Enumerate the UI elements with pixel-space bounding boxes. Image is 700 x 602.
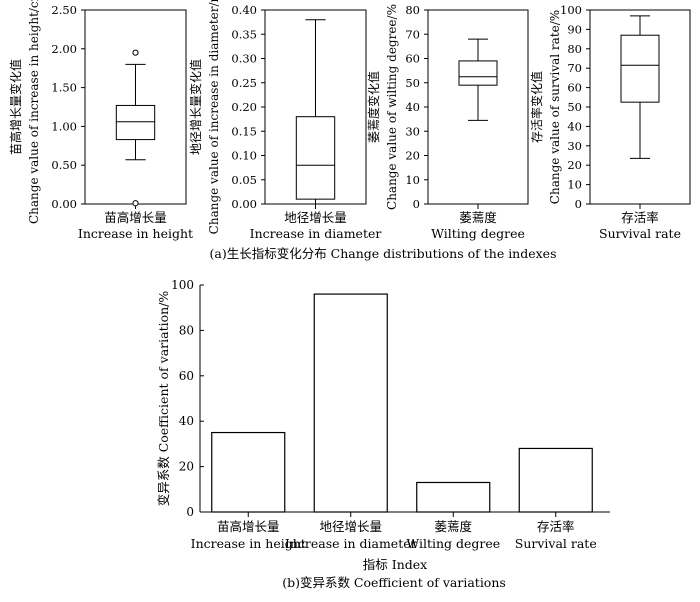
box2-ytick-label: 0.20 [231, 100, 257, 114]
box2-xlabel-cn: 地径增长量 [284, 210, 347, 225]
box4-ylabel-en: Change value of survival rate/% [548, 10, 562, 204]
box4-ytick-label: 50 [567, 100, 582, 114]
caption-a: (a)生长指标变化分布 Change distributions of the … [210, 246, 557, 261]
box4-ytick-label: 20 [567, 158, 582, 172]
box1-ylabel-en: Change value of increase in height/cm [27, 0, 41, 224]
bar-category-en: Wilting degree [406, 536, 500, 551]
box3-xlabel-en: Wilting degree [431, 226, 525, 241]
box4-ytick-label: 10 [567, 178, 582, 192]
box1-outlier [132, 49, 139, 56]
box3-ytick-label: 10 [405, 173, 420, 187]
box4-ytick-label: 90 [567, 22, 582, 36]
box3-ytick-label: 30 [405, 124, 420, 138]
box4-ytick-label: 0 [575, 197, 582, 211]
caption-b: (b)变异系数 Coefficient of variations [282, 575, 506, 590]
box4-ytick-label: 60 [567, 81, 582, 95]
bar [416, 481, 491, 513]
box2-ytick-label: 0.05 [231, 173, 257, 187]
box1-ylabel-cn: 苗高增长量变化值 [8, 59, 23, 155]
box3-ytick-label: 20 [405, 149, 420, 163]
box2-ytick-label: 0.40 [231, 3, 257, 17]
box3-ylabel-en: Change value of wilting degree/% [385, 4, 399, 210]
box3-ytick-label: 0 [413, 197, 420, 211]
box2-ylabel-en: Change value of increase in diameter/mm [207, 0, 221, 234]
box4-xlabel-cn: 存活率 [621, 210, 659, 225]
box2-ytick-label: 0.30 [231, 52, 257, 66]
box2-ytick-label: 0.15 [231, 124, 257, 138]
bar-ytick-label: 80 [179, 323, 194, 337]
box1-ytick-label: 2.50 [51, 3, 77, 17]
bar-category-cn: 萎蔫度 [434, 519, 472, 534]
box4-ytick-label: 80 [567, 42, 582, 56]
box4-ylabel-cn: 存活率变化值 [529, 71, 544, 143]
bar-ytick-label: 40 [179, 414, 194, 428]
box4-ytick-label: 30 [567, 139, 582, 153]
bar-category-cn: 存活率 [537, 519, 575, 534]
bar [211, 431, 286, 513]
bar-category-en: Increase in diameter [285, 536, 417, 551]
box4-ytick-label: 70 [567, 61, 582, 75]
bar-category-en: Survival rate [515, 536, 597, 551]
bar-ylabel: 变异系数 Coefficient of variation/% [156, 291, 171, 507]
box2-ytick-label: 0.00 [231, 197, 257, 211]
box3-iqr-box [458, 60, 498, 86]
bar-category-cn: 地径增长量 [319, 519, 382, 534]
box3-ytick-label: 70 [405, 27, 420, 41]
bar-ytick-label: 100 [171, 278, 194, 292]
box2-ytick-label: 0.10 [231, 149, 257, 163]
box2-ytick-label: 0.25 [231, 76, 257, 90]
box3-xlabel-cn: 萎蔫度 [459, 210, 497, 225]
box3-ylabel-cn: 萎蔫度变化值 [366, 71, 381, 143]
box4-ytick-label: 40 [567, 119, 582, 133]
box2-ylabel-cn: 地径增长量变化值 [188, 59, 203, 155]
box3-ytick-label: 40 [405, 100, 420, 114]
box3-ytick-label: 80 [405, 3, 420, 17]
bar-ytick-label: 0 [186, 505, 194, 519]
box2-iqr-box [295, 116, 336, 200]
box1-ytick-label: 1.00 [51, 119, 77, 133]
box1-ytick-label: 2.00 [51, 42, 77, 56]
bar [313, 293, 388, 513]
box1-ytick-label: 0.50 [51, 158, 77, 172]
bar-ytick-label: 60 [179, 369, 194, 383]
box1-ytick-label: 1.50 [51, 81, 77, 95]
bar [518, 447, 593, 513]
box1-xlabel-en: Increase in height [78, 226, 193, 241]
box1-ytick-label: 0.00 [51, 197, 77, 211]
box2-xlabel-en: Increase in diameter [250, 226, 382, 241]
box4-xlabel-en: Survival rate [599, 226, 681, 241]
bar-ytick-label: 20 [179, 460, 194, 474]
bar-category-en: Increase in height [191, 536, 306, 551]
box2-ytick-label: 0.35 [231, 27, 257, 41]
box1-iqr-box [115, 104, 156, 141]
bar-category-cn: 苗高增长量 [217, 519, 280, 534]
bar-xlabel: 指标 Index [363, 557, 427, 572]
box3-ytick-label: 60 [405, 52, 420, 66]
box3-ytick-label: 50 [405, 76, 420, 90]
box4-ytick-label: 100 [560, 3, 582, 17]
box1-outlier [132, 200, 139, 207]
box4-iqr-box [620, 34, 660, 103]
box1-xlabel-cn: 苗高增长量 [104, 210, 167, 225]
